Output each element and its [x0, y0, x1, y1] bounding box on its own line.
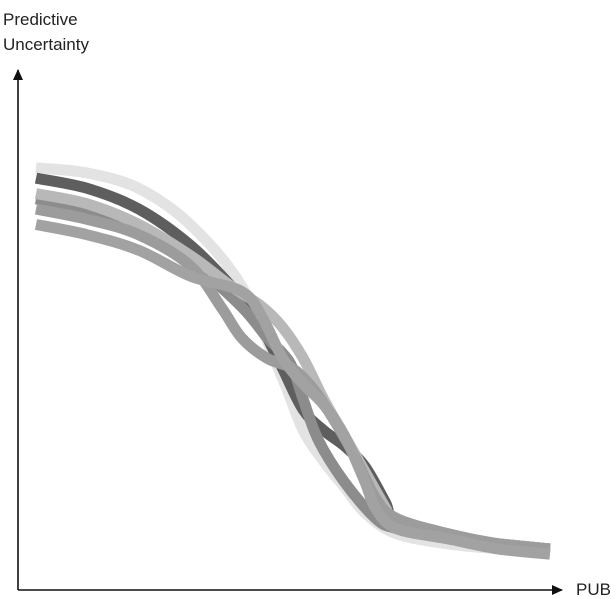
x-axis-label: PUB — [576, 580, 611, 599]
series-layer — [34, 162, 551, 560]
y-axis-label-line-1: Predictive — [3, 10, 78, 29]
series-curve-6 — [34, 219, 551, 560]
y-axis-label-line-2: Uncertainty — [3, 35, 89, 54]
